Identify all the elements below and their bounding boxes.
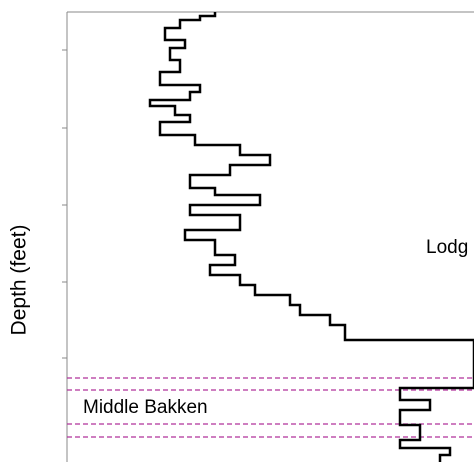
- log-curve: [148, 12, 474, 462]
- annotation: Lodg: [426, 237, 468, 258]
- y-axis-label: Depth (feet): [8, 225, 31, 336]
- annotation: Middle Bakken: [83, 397, 208, 418]
